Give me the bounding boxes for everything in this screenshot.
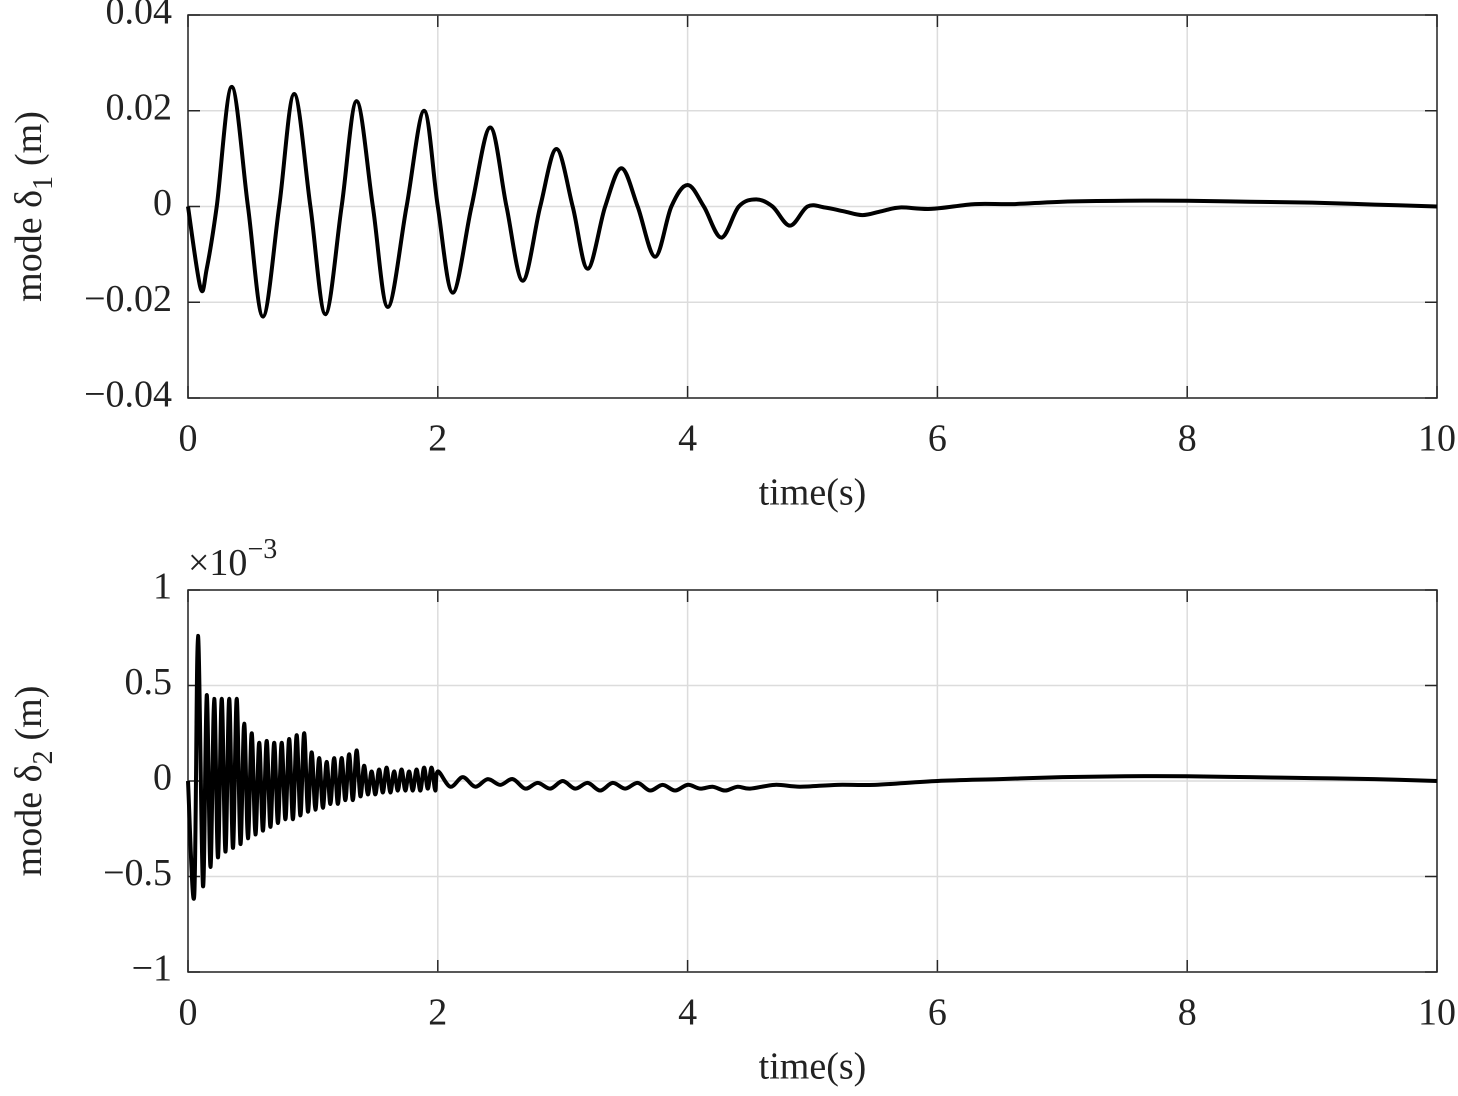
y-tick-label: 0.5 (125, 661, 173, 703)
y-label-subscript: 1 (28, 176, 59, 190)
y-tick-label: −0.5 (103, 852, 172, 894)
x-tick-label: 2 (428, 992, 447, 1034)
y-axis-label: mode δ2 (m) (8, 686, 60, 877)
x-axis-label: time(s) (759, 1046, 867, 1088)
data-line (186, 84, 1438, 319)
x-tick-label: 8 (1178, 418, 1197, 460)
y-axis-label: mode δ1 (m) (8, 111, 60, 302)
y-tick-label: −0.02 (84, 278, 172, 320)
y-label-suffix: (m) (8, 686, 50, 741)
multiplier-exponent: −3 (247, 534, 277, 565)
x-tick-label: 2 (428, 418, 447, 460)
multiplier-text: ×10 (188, 542, 247, 584)
x-tick-label: 0 (179, 992, 198, 1034)
x-tick-label: 4 (678, 418, 697, 460)
y-tick-label: 0 (153, 182, 172, 224)
y-label-text: mode δ (8, 190, 50, 302)
y-label-subscript: 2 (28, 751, 59, 765)
x-axis-label: time(s) (759, 472, 867, 514)
x-tick-label: 4 (678, 992, 697, 1034)
y-tick-label: 0.04 (106, 0, 173, 33)
x-tick-label: 10 (1418, 992, 1456, 1034)
y-tick-label: −1 (132, 948, 172, 990)
y-tick-label: 0.02 (106, 86, 173, 128)
y-tick-label: 1 (153, 566, 172, 608)
y-tick-label: −0.04 (84, 374, 172, 416)
y-tick-label: 0 (153, 757, 172, 799)
x-tick-label: 0 (179, 418, 198, 460)
y-label-text: mode δ (8, 765, 50, 877)
data-line (186, 633, 1438, 901)
x-tick-label: 6 (928, 992, 947, 1034)
y-label-suffix: (m) (8, 111, 50, 166)
x-tick-label: 8 (1178, 992, 1197, 1034)
x-tick-label: 6 (928, 418, 947, 460)
axis-multiplier: ×10−3 (188, 534, 277, 583)
x-tick-label: 10 (1418, 418, 1456, 460)
